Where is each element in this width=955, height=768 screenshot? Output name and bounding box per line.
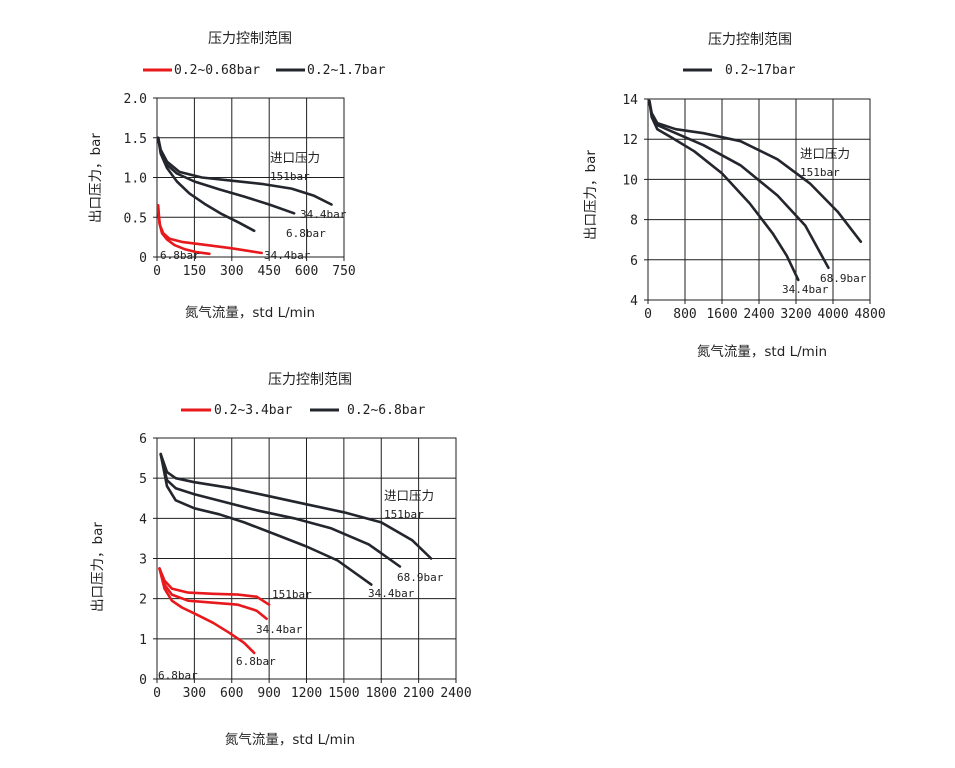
curve-annotation: 151bar	[272, 588, 312, 601]
y-tick-label: 3	[139, 553, 147, 568]
x-tick-label: 4000	[817, 307, 848, 322]
y-axis-label: 出口压力，bar	[90, 522, 106, 612]
x-tick-label: 1600	[706, 307, 737, 322]
x-tick-label: 3200	[780, 307, 811, 322]
curve-annotation: 151bar	[800, 166, 840, 179]
x-axis-label: 氮气流量，std L/min	[185, 305, 315, 321]
x-tick-label: 1200	[291, 686, 322, 701]
series-line	[159, 452, 373, 586]
y-tick-label: 8	[630, 214, 638, 229]
x-tick-label: 450	[257, 264, 280, 279]
y-tick-label: 6	[139, 432, 147, 447]
curve-annotation: 68.9bar	[820, 272, 867, 285]
x-axis-label: 氮气流量，std L/min	[697, 344, 827, 360]
legend-label: 0.2~17bar	[725, 63, 796, 78]
curve-annotation: 进口压力	[384, 488, 434, 503]
chart-title: 压力控制范围	[208, 30, 292, 47]
y-tick-label: 0	[139, 251, 147, 266]
series-line	[648, 99, 830, 270]
x-tick-label: 2400	[743, 307, 774, 322]
x-tick-label: 900	[257, 686, 280, 701]
y-axis-label: 出口压力，bar	[88, 133, 104, 223]
curve-annotation: 34.4bar	[264, 249, 311, 262]
x-tick-label: 0	[153, 686, 161, 701]
x-tick-label: 150	[183, 264, 206, 279]
y-tick-label: 0	[139, 673, 147, 688]
x-axis-label: 氮气流量，std L/min	[225, 732, 355, 748]
x-tick-label: 300	[183, 686, 206, 701]
series-line	[156, 136, 333, 206]
series-line	[648, 99, 863, 243]
x-tick-label: 300	[220, 264, 243, 279]
y-tick-label: 1.5	[124, 132, 147, 147]
curve-annotation: 6.8bar	[286, 227, 326, 240]
x-tick-label: 600	[295, 264, 318, 279]
y-tick-label: 10	[622, 173, 638, 188]
x-tick-label: 1500	[328, 686, 359, 701]
curve-annotation: 68.9bar	[397, 571, 444, 584]
curve-annotation: 进口压力	[270, 150, 320, 165]
chart-title: 压力控制范围	[708, 31, 792, 48]
x-tick-label: 600	[220, 686, 243, 701]
y-tick-label: 4	[139, 512, 147, 527]
curve-annotation: 34.4bar	[368, 587, 415, 600]
x-tick-label: 0	[644, 307, 652, 322]
x-tick-label: 2400	[440, 686, 471, 701]
y-tick-label: 14	[622, 93, 638, 108]
y-tick-label: 12	[622, 133, 638, 148]
series-line	[159, 452, 433, 560]
series-line	[156, 204, 211, 256]
series-line	[156, 209, 264, 255]
y-tick-label: 5	[139, 472, 147, 487]
legend-label: 0.2~1.7bar	[307, 63, 385, 78]
legend-label: 0.2~3.4bar	[214, 403, 292, 418]
y-tick-label: 2.0	[124, 92, 147, 107]
legend-label: 0.2~0.68bar	[174, 63, 260, 78]
curve-annotation: 34.4bar	[782, 283, 829, 296]
x-tick-label: 800	[673, 307, 696, 322]
curve-annotation: 进口压力	[800, 146, 850, 161]
curve-annotation: 151bar	[384, 508, 424, 521]
x-tick-label: 2100	[403, 686, 434, 701]
x-tick-label: 1800	[366, 686, 397, 701]
series-line	[648, 99, 800, 282]
curve-annotation: 6.8bar	[160, 249, 200, 262]
y-axis-label: 出口压力，bar	[583, 150, 599, 240]
series-line	[158, 567, 271, 607]
x-tick-label: 750	[332, 264, 355, 279]
curve-annotation: 151bar	[270, 170, 310, 183]
y-tick-label: 1	[139, 633, 147, 648]
y-tick-label: 6	[630, 254, 638, 269]
curve-annotation: 6.8bar	[236, 655, 276, 668]
curve-annotation: 34.4bar	[256, 623, 303, 636]
curve-annotation: 6.8bar	[158, 669, 198, 682]
series-line	[159, 452, 402, 568]
x-tick-label: 4800	[854, 307, 885, 322]
y-tick-label: 4	[630, 294, 638, 309]
y-tick-label: 1.0	[124, 172, 147, 187]
series-line	[158, 567, 268, 621]
y-tick-label: 2	[139, 593, 147, 608]
chart-title: 压力控制范围	[268, 371, 352, 388]
legend-label: 0.2~6.8bar	[347, 403, 425, 418]
curve-annotation: 34.4bar	[300, 208, 347, 221]
x-tick-label: 0	[153, 264, 161, 279]
y-tick-label: 0.5	[124, 211, 147, 226]
series-line	[158, 567, 256, 655]
